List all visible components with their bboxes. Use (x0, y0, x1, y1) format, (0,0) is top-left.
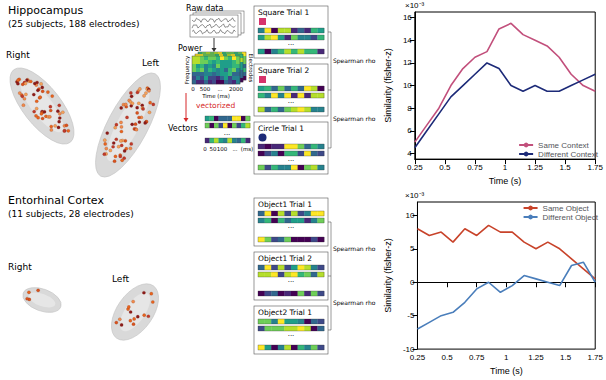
svg-text:50: 50 (209, 146, 217, 152)
svg-text:0: 0 (191, 86, 195, 92)
svg-text:Left: Left (112, 274, 129, 284)
svg-text:vectorized: vectorized (196, 101, 235, 110)
svg-text:Power: Power (178, 44, 203, 53)
svg-text:10: 10 (403, 81, 412, 90)
svg-text:Similarity (fisher-z): Similarity (fisher-z) (383, 48, 393, 123)
svg-text:8: 8 (407, 104, 412, 113)
svg-text:14: 14 (403, 36, 412, 45)
svg-text:Vectors: Vectors (168, 124, 198, 133)
svg-text:Time (ms): Time (ms) (201, 93, 230, 99)
svg-text:1.25: 1.25 (527, 163, 543, 172)
svg-text:Spearman rho: Spearman rho (333, 299, 376, 307)
svg-text:Spearman rho: Spearman rho (333, 115, 376, 123)
svg-text:Square Trial 2: Square Trial 2 (258, 66, 309, 75)
svg-text:2000: 2000 (229, 86, 243, 92)
svg-text:1.5: 1.5 (560, 353, 572, 362)
svg-text:-10: -10 (402, 344, 415, 354)
svg-text:Similarity (fisher-z): Similarity (fisher-z) (383, 238, 393, 313)
svg-text:Right: Right (8, 262, 32, 272)
svg-text:Different Context: Different Context (538, 150, 599, 159)
svg-text:0.5: 0.5 (442, 353, 454, 362)
svg-text:Time (s): Time (s) (489, 176, 522, 186)
svg-text:Electrodes: Electrodes (248, 54, 254, 83)
svg-text:100: 100 (217, 146, 228, 152)
svg-text:0: 0 (410, 278, 415, 287)
svg-text:...: ... (288, 222, 295, 230)
svg-text:12: 12 (403, 58, 412, 67)
svg-text:1.5: 1.5 (560, 163, 572, 172)
svg-text:...: ... (288, 155, 295, 163)
svg-text:Different Object: Different Object (543, 213, 599, 222)
svg-text:5: 5 (410, 244, 415, 253)
svg-text:-5: -5 (407, 311, 415, 320)
svg-text:Entorhinal Cortex: Entorhinal Cortex (8, 194, 104, 207)
svg-text:Raw data: Raw data (186, 4, 224, 13)
svg-text:Square Trial 1: Square Trial 1 (258, 8, 309, 17)
svg-text:(11 subjects, 28 electrodes): (11 subjects, 28 electrodes) (8, 209, 134, 219)
svg-text:Same Context: Same Context (538, 141, 589, 150)
svg-text:...: ... (288, 276, 295, 284)
svg-text:0.25: 0.25 (407, 163, 423, 172)
svg-text:...: ... (288, 330, 295, 338)
svg-text:×10⁻³: ×10⁻³ (405, 191, 425, 200)
svg-text:×10⁻³: ×10⁻³ (405, 1, 425, 10)
svg-text:...: ... (232, 146, 237, 152)
svg-text:1.75: 1.75 (587, 353, 603, 362)
svg-text:(ms): (ms) (241, 146, 254, 152)
svg-text:0.75: 0.75 (469, 353, 485, 362)
svg-text:Hippocampus: Hippocampus (8, 4, 83, 17)
svg-text:Left: Left (142, 58, 159, 68)
svg-text:1: 1 (504, 353, 509, 362)
svg-text:4: 4 (407, 149, 412, 158)
svg-text:1.25: 1.25 (528, 353, 544, 362)
svg-text:...: ... (288, 39, 295, 47)
svg-text:Same Object: Same Object (543, 204, 590, 213)
svg-text:...: ... (217, 86, 222, 92)
svg-text:Right: Right (6, 50, 30, 60)
svg-text:...: ... (224, 129, 231, 137)
svg-text:0.5: 0.5 (439, 163, 451, 172)
svg-text:0.75: 0.75 (467, 163, 483, 172)
svg-text:Spearman rho: Spearman rho (333, 57, 376, 65)
svg-text:500: 500 (200, 86, 211, 92)
svg-text:1.75: 1.75 (587, 163, 603, 172)
svg-text:Object1 Trial 1: Object1 Trial 1 (258, 200, 312, 209)
svg-text:Circle Trial 1: Circle Trial 1 (258, 124, 304, 133)
svg-text:Spearman rho: Spearman rho (333, 245, 376, 253)
svg-text:0.25: 0.25 (410, 353, 426, 362)
svg-text:Object1 Trial 2: Object1 Trial 2 (258, 254, 312, 263)
svg-text:1: 1 (503, 163, 508, 172)
svg-text:...: ... (288, 97, 295, 105)
svg-text:Object2 Trial 1: Object2 Trial 1 (258, 308, 312, 317)
svg-text:16: 16 (403, 13, 412, 22)
svg-text:6: 6 (407, 126, 412, 135)
svg-text:Frequency: Frequency (184, 55, 191, 84)
svg-text:0: 0 (203, 146, 207, 152)
svg-text:(25 subjects, 188 electrodes): (25 subjects, 188 electrodes) (8, 19, 139, 29)
svg-text:10: 10 (406, 211, 415, 220)
svg-text:Time (s): Time (s) (490, 366, 523, 376)
